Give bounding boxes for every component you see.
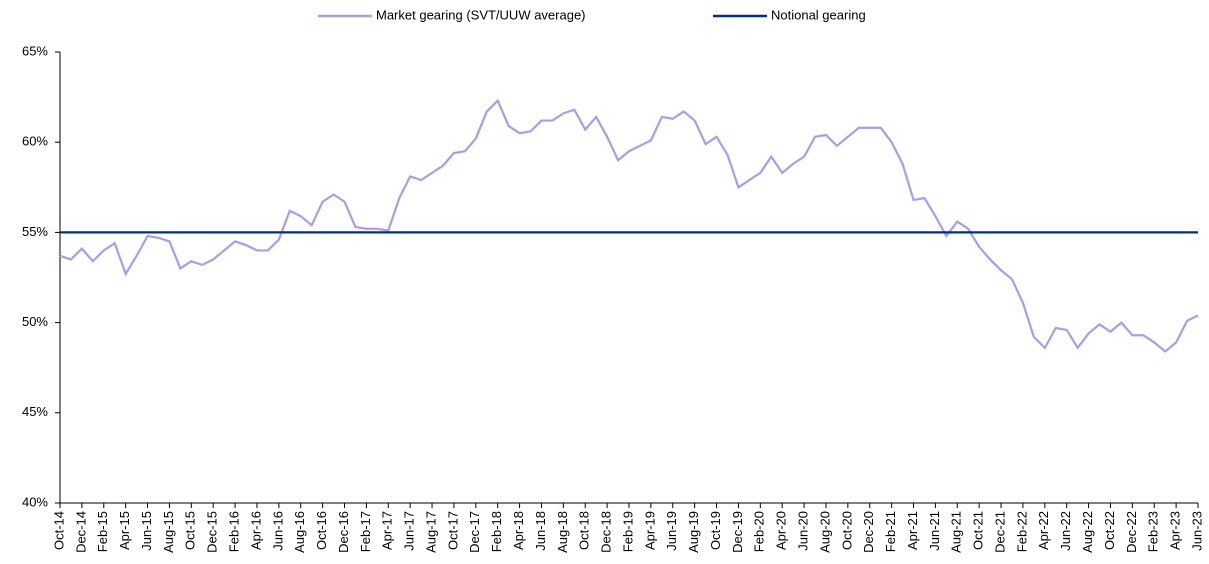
y-tick-label: 65%: [22, 43, 48, 58]
x-tick-label: Jun-16: [270, 511, 285, 551]
legend-label: Market gearing (SVT/UUW average): [376, 7, 586, 22]
x-tick-label: Apr-17: [380, 511, 395, 550]
x-tick-label: Feb-21: [883, 511, 898, 552]
y-tick-label: 40%: [22, 494, 48, 509]
y-tick-label: 50%: [22, 314, 48, 329]
x-tick-label: Oct-14: [51, 511, 66, 550]
x-tick-label: Jun-18: [533, 511, 548, 551]
x-tick-label: Aug-20: [817, 511, 832, 553]
x-tick-label: Oct-19: [708, 511, 723, 550]
x-tick-label: Apr-22: [1036, 511, 1051, 550]
x-tick-label: Oct-21: [971, 511, 986, 550]
x-tick-label: Jun-15: [139, 511, 154, 551]
x-tick-label: Oct-17: [445, 511, 460, 550]
x-tick-label: Feb-17: [358, 511, 373, 552]
x-tick-label: Feb-19: [620, 511, 635, 552]
y-tick-label: 45%: [22, 404, 48, 419]
x-tick-label: Jun-23: [1189, 511, 1204, 551]
x-tick-label: Dec-14: [73, 511, 88, 553]
x-tick-label: Apr-16: [248, 511, 263, 550]
x-tick-label: Dec-19: [730, 511, 745, 553]
x-tick-label: Aug-18: [555, 511, 570, 553]
x-tick-label: Feb-16: [227, 511, 242, 552]
x-tick-label: Aug-19: [686, 511, 701, 553]
x-tick-label: Jun-17: [402, 511, 417, 551]
x-tick-label: Feb-23: [1146, 511, 1161, 552]
x-tick-label: Dec-21: [992, 511, 1007, 553]
x-tick-label: Aug-21: [949, 511, 964, 553]
x-tick-label: Aug-16: [292, 511, 307, 553]
x-tick-label: Apr-15: [117, 511, 132, 550]
x-tick-label: Feb-18: [489, 511, 504, 552]
x-tick-label: Apr-23: [1168, 511, 1183, 550]
x-tick-label: Dec-22: [1124, 511, 1139, 553]
y-tick-label: 60%: [22, 134, 48, 149]
x-tick-label: Aug-17: [423, 511, 438, 553]
x-tick-label: Jun-22: [1058, 511, 1073, 551]
x-tick-label: Oct-16: [314, 511, 329, 550]
x-tick-label: Apr-19: [642, 511, 657, 550]
x-tick-label: Aug-15: [161, 511, 176, 553]
series-line: [59, 98, 1199, 353]
x-tick-label: Feb-20: [752, 511, 767, 552]
x-tick-label: Dec-18: [599, 511, 614, 553]
x-tick-label: Apr-21: [905, 511, 920, 550]
x-tick-label: Dec-17: [467, 511, 482, 553]
x-tick-label: Jun-20: [796, 511, 811, 551]
x-tick-label: Oct-20: [839, 511, 854, 550]
x-tick-label: Feb-15: [95, 511, 110, 552]
x-tick-label: Apr-20: [774, 511, 789, 550]
x-tick-label: Oct-15: [183, 511, 198, 550]
x-tick-label: Oct-22: [1102, 511, 1117, 550]
x-tick-label: Apr-18: [511, 511, 526, 550]
legend-label: Notional gearing: [771, 7, 866, 22]
x-tick-label: Oct-18: [577, 511, 592, 550]
x-tick-label: Aug-22: [1080, 511, 1095, 553]
x-tick-label: Dec-15: [205, 511, 220, 553]
x-tick-label: Feb-22: [1014, 511, 1029, 552]
y-tick-label: 55%: [22, 224, 48, 239]
x-tick-label: Jun-21: [927, 511, 942, 551]
x-tick-label: Dec-20: [861, 511, 876, 553]
x-tick-label: Jun-19: [664, 511, 679, 551]
x-tick-label: Dec-16: [336, 511, 351, 553]
